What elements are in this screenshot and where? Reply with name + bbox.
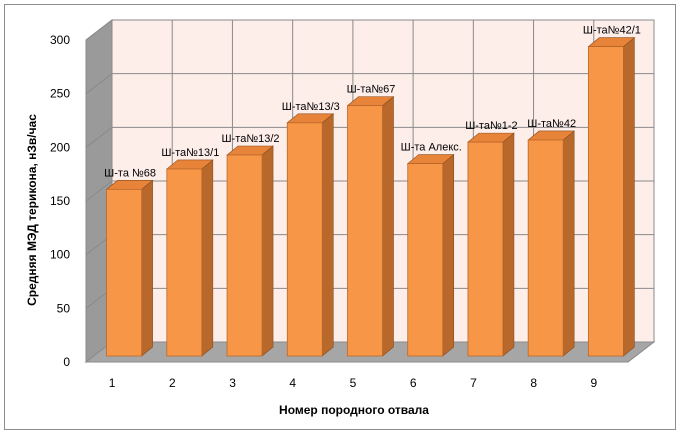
data-label: Ш-та№42/1 [583, 25, 641, 37]
bar-side [261, 145, 274, 357]
bar-side [442, 153, 455, 357]
x-tick-label: 7 [470, 376, 477, 390]
bar-front [166, 168, 203, 357]
data-label: Ш-та Алекс. [401, 142, 462, 154]
data-label: Ш-та№1-2 [465, 120, 517, 132]
bar-side [382, 95, 394, 357]
bar-side [562, 130, 575, 357]
x-tick-label: 5 [350, 376, 357, 390]
y-tick-label: 150 [50, 194, 70, 208]
bar [165, 159, 214, 357]
data-label: Ш-та№13/2 [222, 133, 280, 145]
x-axis-label: Номер породного отвала [279, 403, 429, 417]
bar-front [527, 139, 564, 357]
x-tick-label: 1 [109, 376, 116, 390]
gridline-side [85, 180, 113, 202]
bar-side [141, 179, 153, 357]
bar [406, 153, 455, 357]
bar [286, 113, 335, 357]
bar-side [201, 159, 214, 357]
gridline-side [85, 73, 113, 95]
data-label: Ш-та№67 [347, 84, 396, 96]
data-labels: Ш-та №68 Ш-та№13/1Ш-та№13/2 Ш-та№13/3 Ш-та№… [104, 25, 641, 180]
bar [105, 179, 154, 357]
bars [105, 36, 636, 357]
bar-front [286, 122, 323, 357]
data-label: Ш-та№13/3 [282, 101, 340, 113]
bar-front [106, 188, 143, 357]
bar [226, 145, 274, 357]
y-tick-label: 50 [57, 301, 71, 315]
y-tick-label: 250 [50, 87, 70, 101]
bar [587, 36, 636, 357]
bar-front [347, 105, 383, 357]
bar [527, 130, 576, 357]
x-tick-label: 2 [169, 376, 176, 390]
x-tick-label: 8 [530, 376, 537, 390]
x-axis-ticks: 1 2 3 4 5 6 7 8 9 [109, 376, 598, 390]
data-label: Ш-та№42 [527, 118, 576, 130]
data-label: Ш-та№13/1 [161, 147, 219, 159]
y-axis-label: Средняя МЭД терикона, нЗв/час [25, 114, 39, 306]
y-tick-label: 0 [63, 355, 70, 369]
x-tick-label: 6 [410, 376, 417, 390]
bar-side [623, 36, 635, 357]
bar-front [467, 141, 504, 357]
y-tick-label: 300 [50, 33, 70, 47]
data-label: Ш-та №68 [104, 167, 156, 179]
x-tick-label: 9 [591, 376, 598, 390]
gridline-side [85, 126, 113, 148]
y-tick-label: 200 [50, 140, 70, 154]
y-tick-label: 100 [50, 248, 70, 262]
x-tick-label: 4 [289, 376, 296, 390]
gridline-side [85, 19, 113, 41]
bar [467, 132, 515, 357]
bar-front [587, 46, 624, 357]
bar-side [502, 132, 515, 357]
bar-front [226, 154, 263, 357]
x-tick-label: 3 [229, 376, 236, 390]
bar [346, 95, 395, 357]
bar-front [407, 163, 444, 357]
y-axis-ticks: 0 50 100 150 200 250 300 [50, 33, 70, 369]
bar-side [321, 113, 334, 357]
